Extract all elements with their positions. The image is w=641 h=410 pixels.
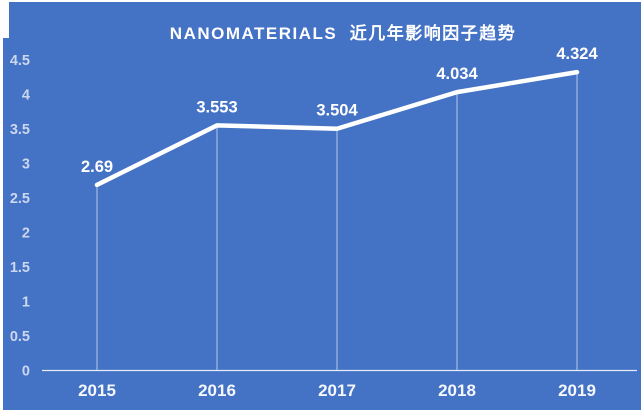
- y-axis-tick-label: 1.5: [10, 260, 30, 276]
- x-axis-label: 2016: [198, 381, 236, 400]
- trend-line: [94, 69, 580, 188]
- x-axis-label: 2019: [558, 381, 596, 400]
- y-axis-tick-label: 3: [22, 157, 30, 173]
- y-axis-tick-label: 4.5: [10, 53, 30, 69]
- y-axis-tick-label: 2: [22, 226, 30, 242]
- y-axis-tick-label: 0.5: [10, 329, 30, 345]
- data-point-label: 3.553: [196, 98, 237, 116]
- x-axis-label: 2018: [438, 381, 476, 400]
- data-point-label: 4.324: [556, 45, 598, 63]
- top-left-white-margin: [0, 0, 9, 38]
- y-axis-tick-label: 4: [22, 88, 30, 104]
- x-axis-label: 2017: [318, 381, 356, 400]
- y-axis-tick-label: 3.5: [10, 122, 30, 138]
- y-axis-tick-label: 0: [22, 364, 30, 380]
- chart-title: NANOMATERIALS 近几年影响因子趋势: [169, 24, 517, 43]
- data-point-label: 3.504: [316, 102, 358, 120]
- data-point-label: 4.034: [436, 65, 478, 83]
- y-axis-tick-label: 1: [22, 295, 30, 311]
- chart-background: [3, 2, 641, 410]
- data-point-label: 2.69: [81, 158, 113, 176]
- x-axis-label: 2015: [78, 381, 116, 400]
- y-axis-tick-label: 2.5: [10, 191, 30, 207]
